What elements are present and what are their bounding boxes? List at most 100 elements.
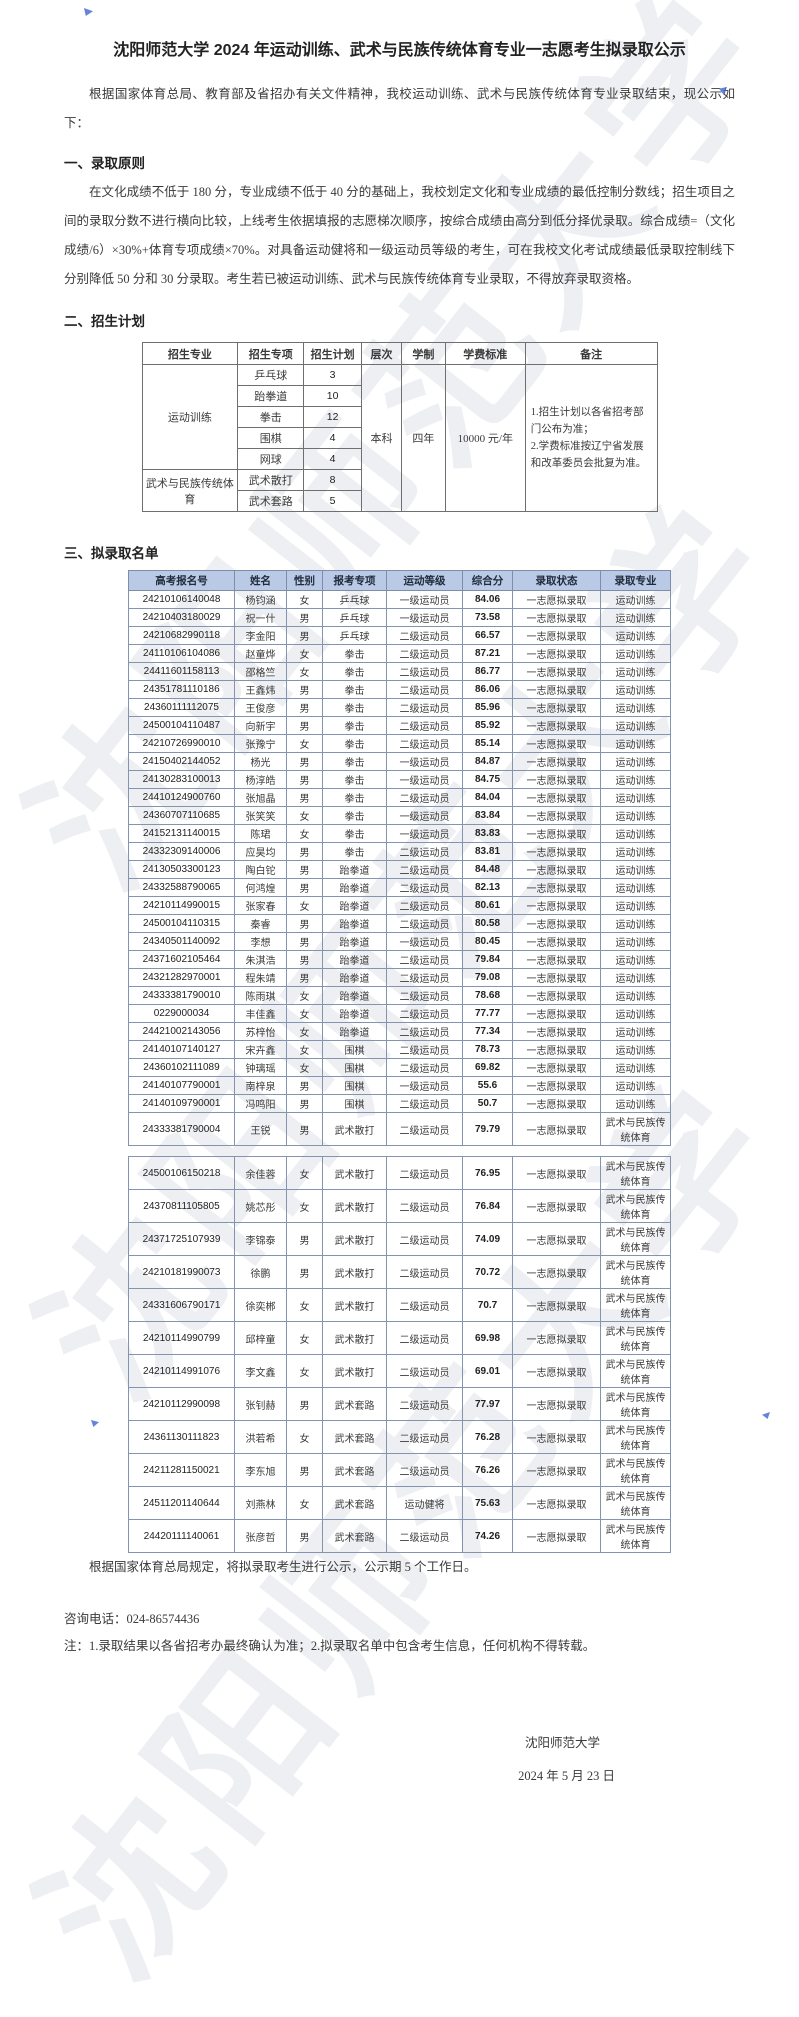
admission-row: 24332588790065 何鸿煌男跆拳道 二级运动员 82.13 一志愿拟录取 运动训… (128, 878, 671, 897)
cell: 24500106150218 (128, 1156, 235, 1190)
cell: 二级运动员 (386, 734, 463, 753)
cell: 24420111140061 (128, 1519, 235, 1553)
admission-row: 24500106150218 余佳蓉女武术散打 二级运动员 76.95 一志愿拟录取 武术… (128, 1156, 671, 1190)
cell: 一志愿拟录取 (512, 1189, 601, 1223)
cell: 一志愿拟录取 (512, 626, 601, 645)
cell: 二级运动员 (386, 698, 463, 717)
cell: 24130503300123 (128, 860, 235, 879)
cell: 76.28 (462, 1420, 513, 1454)
admission-row: 24210403180029 祝一什男乒乓球 一级运动员 73.58 一志愿拟录取 运动训… (128, 608, 671, 627)
cell: 运动训练 (600, 878, 671, 897)
cell: 84.87 (462, 752, 513, 771)
cell: 24210114990799 (128, 1321, 235, 1355)
plan-header-row: 招生专业 招生专项 招生计划 层次 学制 学费标准 备注 (141, 342, 658, 365)
cell: 66.57 (462, 626, 513, 645)
cell: 男 (286, 1255, 323, 1289)
cell: 李文鑫 (234, 1354, 287, 1388)
cell: 运动训练 (600, 770, 671, 789)
cell: 乒乓球 (322, 608, 387, 627)
cell: 24360111112075 (128, 698, 235, 717)
cell: 男 (286, 932, 323, 951)
admission-list-table-1: 高考报名号 姓名 性别 报考专项 运动等级 综合分 录取状态 录取专业 2421… (128, 570, 671, 1146)
cell: 运动训练 (600, 734, 671, 753)
cell: 运动训练 (600, 1040, 671, 1059)
cell: 男 (286, 914, 323, 933)
cell: 拳击 (322, 788, 387, 807)
cell: 武术套路 (322, 1486, 387, 1520)
cell: 陶白铊 (234, 860, 287, 879)
cell: 跆拳道 (322, 860, 387, 879)
cell: 0229000034 (128, 1004, 235, 1023)
cell: 75.63 (462, 1486, 513, 1520)
major-cell: 武术与民族传统体育 (141, 469, 239, 512)
cell: 一志愿拟录取 (512, 680, 601, 699)
cell: 一志愿拟录取 (512, 842, 601, 861)
cell: 武术套路 (322, 1420, 387, 1454)
cell: 一级运动员 (386, 608, 463, 627)
admission-row: 24500104110487 向新宇男拳击 二级运动员 85.92 一志愿拟录取 运动训练 (128, 716, 671, 735)
cell: 杨钧涵 (234, 590, 287, 609)
cell: 二级运动员 (386, 1354, 463, 1388)
cell: 一志愿拟录取 (512, 914, 601, 933)
cell: 一志愿拟录取 (512, 1354, 601, 1388)
cell: 一志愿拟录取 (512, 1094, 601, 1113)
cell: 一级运动员 (386, 770, 463, 789)
signature-university: 沈阳师范大学 (524, 1736, 600, 1750)
cell: 一志愿拟录取 (512, 824, 601, 843)
admission-row: 24210682990118 李金阳男乒乓球 二级运动员 66.57 一志愿拟录取 运动训… (128, 626, 671, 645)
admission-row: 24360707110685 张笑笑女拳击 一级运动员 83.84 一志愿拟录取 运动训练 (128, 806, 671, 825)
cell: 74.26 (462, 1519, 513, 1553)
admission-row: 24421002143056 苏梓怡女跆拳道 二级运动员 77.34 一志愿拟录取 运动训… (128, 1022, 671, 1041)
cell: 一志愿拟录取 (512, 950, 601, 969)
admission-row: 24140107790001 南梓泉男围棋 一级运动员 55.6 一志愿拟录取 运动训练 (128, 1076, 671, 1095)
cell: 24332309140006 (128, 842, 235, 861)
admission-row: 24210726990010 张豫宁女拳击 二级运动员 85.14 一志愿拟录取 运动训练 (128, 734, 671, 753)
cell: 邵格竺 (234, 662, 287, 681)
cell: 69.01 (462, 1354, 513, 1388)
cell: 跆拳道 (322, 914, 387, 933)
cell: 55.6 (462, 1076, 513, 1095)
cell: 运动训练 (600, 968, 671, 987)
cell: 女 (286, 1321, 323, 1355)
cell: 一志愿拟录取 (512, 734, 601, 753)
cell: 二级运动员 (386, 662, 463, 681)
cell: 武术与民族传统体育 (600, 1321, 671, 1355)
cell: 85.92 (462, 716, 513, 735)
cell: 一志愿拟录取 (512, 878, 601, 897)
cell: 徐奕郴 (234, 1288, 287, 1322)
sport-cell: 围棋 (237, 427, 305, 449)
cell: 向新宇 (234, 716, 287, 735)
cell: 24370811105805 (128, 1189, 235, 1223)
cell: 女 (286, 1156, 323, 1190)
cell: 24421002143056 (128, 1022, 235, 1041)
cell: 运动训练 (600, 824, 671, 843)
cell: 一志愿拟录取 (512, 1387, 601, 1421)
cell: 拳击 (322, 698, 387, 717)
admission-row: 24371602105464 朱淇浩男跆拳道 二级运动员 79.84 一志愿拟录取 运动训… (128, 950, 671, 969)
cell: 一志愿拟录取 (512, 716, 601, 735)
cell: 24150402144052 (128, 752, 235, 771)
cell: 24410124900760 (128, 788, 235, 807)
admission-row: 24333381790004 王锐男武术散打 二级运动员 79.79 一志愿拟录取 武术与… (128, 1112, 671, 1146)
cell: 女 (286, 1486, 323, 1520)
cell: 女 (286, 824, 323, 843)
plan-note-cell: 1.招生计划以各省招考部门公布为准； 2.学费标准按辽宁省发展和改革委员会批复为… (524, 364, 658, 512)
cell: 女 (286, 1004, 323, 1023)
cell: 一志愿拟录取 (512, 1022, 601, 1041)
cell: 女 (286, 1058, 323, 1077)
cell: 武术与民族传统体育 (600, 1486, 671, 1520)
cell: 男 (286, 1094, 323, 1113)
cell: 一志愿拟录取 (512, 806, 601, 825)
admission-row: 24210181990073 徐鹏男武术散打 二级运动员 70.72 一志愿拟录取 武术与… (128, 1255, 671, 1289)
cell: 运动训练 (600, 662, 671, 681)
admission-row: 24500104110315 秦睿男跆拳道 二级运动员 80.58 一志愿拟录取 运动训练 (128, 914, 671, 933)
cell: 运动训练 (600, 608, 671, 627)
sport-cell: 武术散打 (237, 469, 305, 491)
cell: 82.13 (462, 878, 513, 897)
cell: 南梓泉 (234, 1076, 287, 1095)
admission-row: 24210114990015 张家春女跆拳道 二级运动员 80.61 一志愿拟录取 运动训… (128, 896, 671, 915)
cell: 二级运动员 (386, 1453, 463, 1487)
cell: 武术散打 (322, 1255, 387, 1289)
cell: 张家春 (234, 896, 287, 915)
admission-row: 24130283100013 杨淳皓男拳击 一级运动员 84.75 一志愿拟录取 运动训练 (128, 770, 671, 789)
